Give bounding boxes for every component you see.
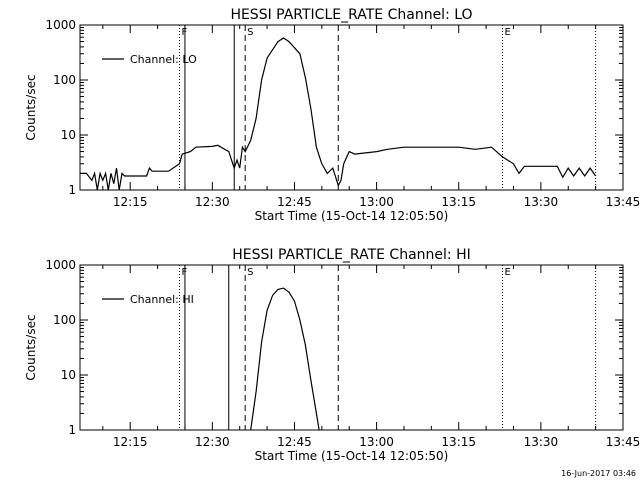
- x-tick-label: 13:15: [441, 195, 476, 209]
- x-tick-label: 12:30: [195, 435, 230, 449]
- event-marker-label: E: [505, 27, 511, 38]
- x-tick-label: 13:30: [524, 435, 559, 449]
- y-tick-label: 10: [61, 128, 76, 142]
- y-tick-label: 1: [68, 183, 76, 197]
- x-tick-label: 12:15: [113, 195, 148, 209]
- plot-timestamp: 16-Jun-2017 03:46: [561, 469, 636, 478]
- event-marker-label: E: [505, 267, 511, 278]
- series-line: [250, 287, 320, 430]
- x-tick-label: 12:45: [277, 195, 312, 209]
- event-marker-label: S: [247, 27, 253, 38]
- y-axis-label: Counts/sec: [24, 74, 38, 140]
- x-tick-label: 12:45: [277, 435, 312, 449]
- x-tick-label: 12:15: [113, 435, 148, 449]
- event-marker-label: S: [247, 267, 253, 278]
- chart-title: HESSI PARTICLE_RATE Channel: LO: [230, 7, 472, 23]
- y-tick-label: 1: [68, 423, 76, 437]
- y-axis-label: Counts/sec: [24, 314, 38, 380]
- x-axis-label: Start Time (15-Oct-14 12:05:50): [255, 209, 449, 223]
- y-tick-label: 100: [53, 313, 76, 327]
- legend-label: Channel: LO: [130, 53, 197, 66]
- y-tick-label: 1000: [45, 18, 76, 32]
- x-tick-label: 13:30: [524, 195, 559, 209]
- plot-frame: [79, 24, 624, 191]
- x-tick-label: 13:00: [359, 195, 394, 209]
- x-tick-label: 12:30: [195, 195, 230, 209]
- x-tick-label: 13:45: [606, 195, 640, 209]
- x-axis-label: Start Time (15-Oct-14 12:05:50): [255, 449, 449, 463]
- x-tick-label: 13:00: [359, 435, 394, 449]
- legend-label: Channel: HI: [130, 293, 194, 306]
- x-tick-label: 13:15: [441, 435, 476, 449]
- plot-frame: [79, 264, 624, 431]
- y-tick-label: 100: [53, 73, 76, 87]
- y-tick-label: 1000: [45, 258, 76, 272]
- y-tick-label: 10: [61, 368, 76, 382]
- x-tick-label: 13:45: [606, 435, 640, 449]
- series-line: [80, 37, 597, 190]
- chart-title: HESSI PARTICLE_RATE Channel: HI: [232, 247, 470, 263]
